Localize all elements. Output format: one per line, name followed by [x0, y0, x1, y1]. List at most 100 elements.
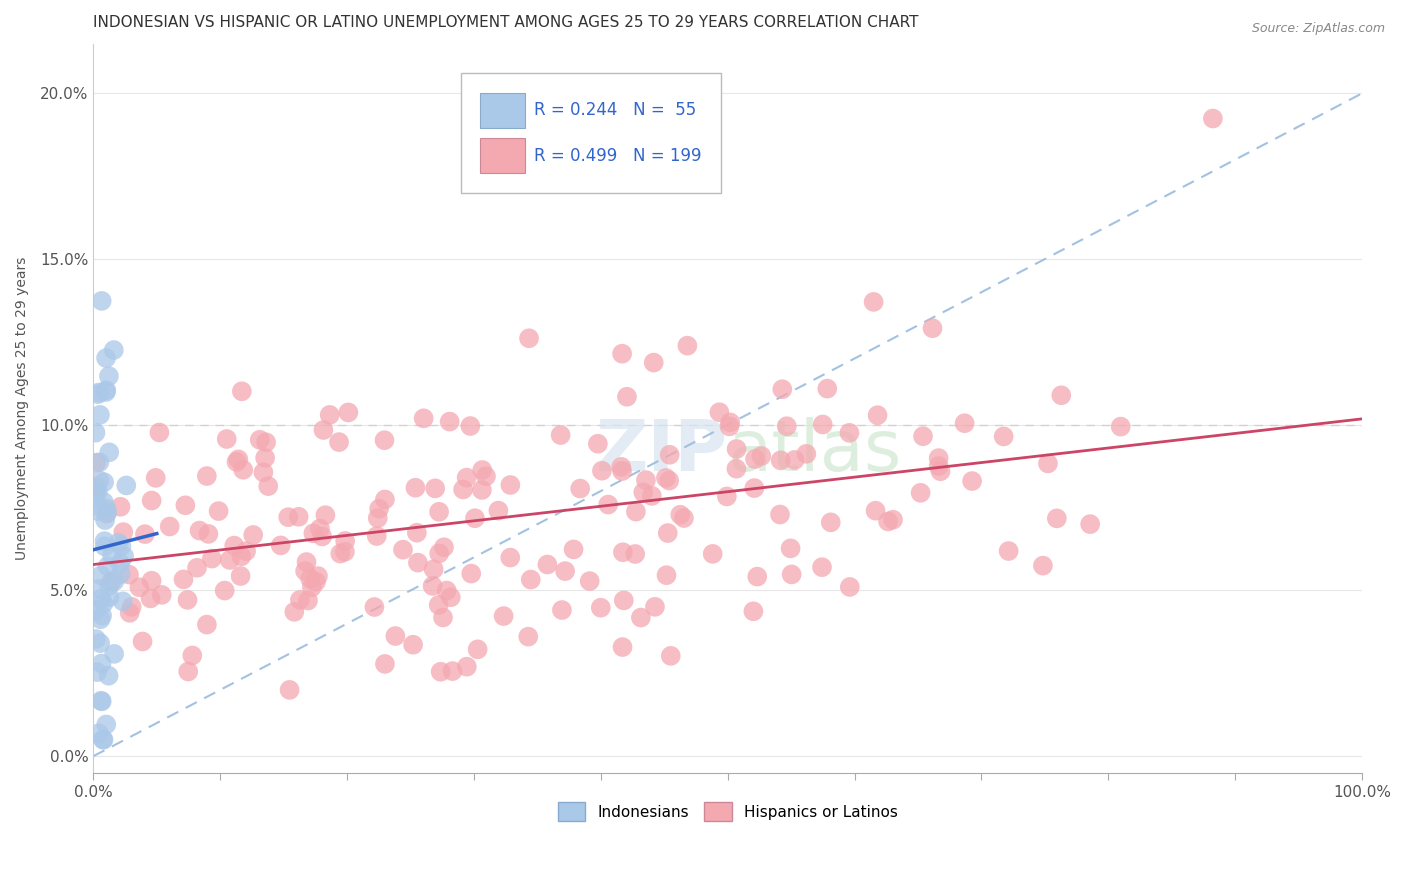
Point [110, 500, 132, 514]
Point [288, 593, 311, 607]
Point [235, 544, 257, 558]
Point [811, 417, 834, 432]
Point [589, 600, 612, 615]
Point [333, 545, 356, 559]
Point [329, 547, 352, 561]
Point [591, 464, 613, 478]
Point [366, 529, 388, 543]
Point [439, 415, 461, 429]
Point [110, 567, 132, 582]
Bar [481, 93, 524, 128]
Point [86, 480, 108, 494]
Point [145, 471, 167, 485]
Point [373, 434, 395, 448]
Point [796, 447, 818, 461]
Point [815, 382, 838, 396]
Point [89, 455, 111, 469]
Point [107, 535, 129, 549]
Point [658, 474, 681, 488]
Point [641, 489, 664, 503]
Point [87, 485, 110, 500]
Point [312, 423, 335, 437]
Point [91, 608, 114, 623]
Text: R = 0.499   N = 199: R = 0.499 N = 199 [533, 147, 702, 165]
Point [98, 445, 121, 459]
Point [229, 569, 252, 583]
Point [550, 428, 572, 442]
Point [441, 664, 464, 678]
Point [467, 642, 489, 657]
Point [517, 331, 540, 345]
Point [1109, 419, 1132, 434]
Point [669, 508, 692, 522]
Point [228, 452, 250, 467]
Point [90, 591, 112, 606]
Point [1046, 511, 1069, 525]
Point [115, 478, 138, 492]
Text: Source: ZipAtlas.com: Source: ZipAtlas.com [1251, 22, 1385, 36]
Point [374, 492, 396, 507]
Point [93, 475, 115, 490]
Point [427, 598, 450, 612]
Point [337, 405, 360, 419]
Point [87, 504, 110, 518]
Point [188, 524, 211, 538]
Point [218, 553, 240, 567]
Point [702, 547, 724, 561]
Point [87, 387, 110, 401]
Point [569, 482, 592, 496]
Point [118, 567, 141, 582]
Point [295, 555, 318, 569]
Point [536, 558, 558, 572]
Point [643, 355, 665, 369]
Point [294, 564, 316, 578]
Point [1078, 517, 1101, 532]
Point [328, 435, 350, 450]
Point [427, 505, 450, 519]
Point [769, 508, 792, 522]
Point [747, 569, 769, 583]
Point [90, 694, 112, 708]
Point [103, 343, 125, 357]
Point [436, 583, 458, 598]
Point [460, 419, 482, 434]
Point [96, 501, 118, 516]
Point [89, 408, 111, 422]
Point [314, 508, 336, 523]
Point [783, 453, 806, 467]
Point [90, 568, 112, 582]
Point [422, 562, 444, 576]
Point [882, 513, 904, 527]
Point [520, 573, 543, 587]
Point [993, 429, 1015, 443]
Point [97, 669, 120, 683]
Point [197, 527, 219, 541]
Point [103, 647, 125, 661]
Point [319, 408, 342, 422]
Point [112, 525, 135, 540]
Point [562, 542, 585, 557]
Point [96, 383, 118, 397]
Point [181, 648, 204, 663]
Point [139, 591, 162, 606]
Point [94, 540, 117, 554]
Point [554, 564, 576, 578]
Point [254, 450, 277, 465]
Point [405, 525, 427, 540]
Point [103, 574, 125, 589]
Point [725, 442, 748, 456]
Point [215, 432, 238, 446]
Point [910, 485, 932, 500]
Point [118, 606, 141, 620]
Point [928, 458, 950, 473]
Point [672, 511, 695, 525]
Point [770, 382, 793, 396]
Point [278, 682, 301, 697]
Point [297, 593, 319, 607]
Point [195, 617, 218, 632]
Point [610, 347, 633, 361]
Point [862, 294, 884, 309]
Point [97, 559, 120, 574]
Point [392, 542, 415, 557]
Point [440, 591, 463, 605]
